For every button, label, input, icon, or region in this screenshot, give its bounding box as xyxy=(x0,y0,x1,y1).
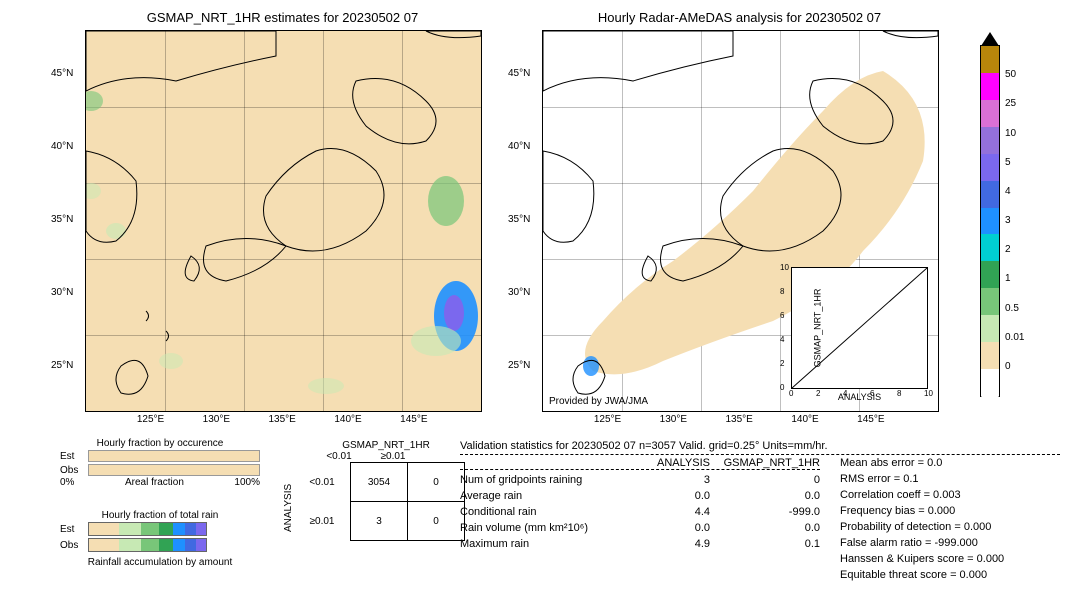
x-tick: 130°E xyxy=(660,414,687,425)
y-tick: 35°N xyxy=(508,214,530,225)
stats-metric: RMS error = 0.1 xyxy=(840,473,1004,485)
colorbar-tick: 0.5 xyxy=(1005,303,1019,314)
colorbar-tick: 25 xyxy=(1005,98,1016,109)
stats-table-row: Average rain0.00.0 xyxy=(460,490,820,502)
y-tick: 40°N xyxy=(508,141,530,152)
stats-metric: Equitable threat score = 0.000 xyxy=(840,569,1004,581)
colorbar: 502510543210.50.010 xyxy=(980,45,1000,397)
scatter-xtick: 4 xyxy=(843,389,847,398)
hfo-row-obs: Obs xyxy=(60,465,88,476)
ct-cell-00: 3054 xyxy=(351,463,408,502)
scatter-ytick: 10 xyxy=(780,263,789,272)
x-tick: 125°E xyxy=(594,414,621,425)
y-tick: 40°N xyxy=(51,141,73,152)
colorbar-tick: 2 xyxy=(1005,244,1011,255)
hfo-tick-1: 100% xyxy=(234,477,260,488)
scatter-ylabel: GSMAP_NRT_1HR xyxy=(812,289,822,368)
hfo-tick-0: 0% xyxy=(60,477,74,488)
hftr-obs: Obs xyxy=(60,540,88,551)
left-map-panel xyxy=(85,30,482,412)
colorbar-tick: 0.01 xyxy=(1005,332,1024,343)
scatter-ytick: 0 xyxy=(780,383,784,392)
y-tick: 30°N xyxy=(508,287,530,298)
stats-metric: False alarm ratio = -999.000 xyxy=(840,537,1004,549)
colorbar-tick: 10 xyxy=(1005,128,1016,139)
stats-table-row: Num of gridpoints raining30 xyxy=(460,474,820,486)
scatter-ytick: 4 xyxy=(780,335,784,344)
scatter-ytick: 6 xyxy=(780,311,784,320)
scatter-ytick: 8 xyxy=(780,287,784,296)
x-tick: 140°E xyxy=(791,414,818,425)
hftr-est: Est xyxy=(60,524,88,535)
rain-acc-title: Rainfall accumulation by amount xyxy=(60,557,260,568)
left-map-title: GSMAP_NRT_1HR estimates for 20230502 07 xyxy=(85,10,480,25)
contingency-table: GSMAP_NRT_1HR ANALYSIS <0.01 ≥0.01 <0.01… xyxy=(283,440,465,541)
y-tick: 45°N xyxy=(508,68,530,79)
x-tick: 135°E xyxy=(726,414,753,425)
x-tick: 125°E xyxy=(137,414,164,425)
colorbar-tick: 3 xyxy=(1005,215,1011,226)
ct-col-1: ≥0.01 xyxy=(366,451,420,462)
hfo-axis-label: Areal fraction xyxy=(125,477,184,488)
x-tick: 130°E xyxy=(203,414,230,425)
stats-table-row: Maximum rain4.90.1 xyxy=(460,538,820,550)
ct-cell-11: 0 xyxy=(408,502,465,541)
scatter-xtick: 6 xyxy=(870,389,874,398)
y-tick: 30°N xyxy=(51,287,73,298)
hfo-row-est: Est xyxy=(60,451,88,462)
ct-col-header: GSMAP_NRT_1HR xyxy=(307,440,465,451)
stats-metric: Frequency bias = 0.000 xyxy=(840,505,1004,517)
ct-col-0: <0.01 xyxy=(312,451,366,462)
scatter-ytick: 2 xyxy=(780,359,784,368)
scatter-xtick: 8 xyxy=(897,389,901,398)
right-map-title: Hourly Radar-AMeDAS analysis for 2023050… xyxy=(542,10,937,25)
y-tick: 25°N xyxy=(508,360,530,371)
ct-cell-10: 3 xyxy=(351,502,408,541)
scatter-inset: ANALYSIS GSMAP_NRT_1HR 00224466881010 xyxy=(791,267,928,389)
stats-metric: Mean abs error = 0.0 xyxy=(840,457,1004,469)
colorbar-tick: 1 xyxy=(1005,273,1011,284)
right-map-panel: Provided by JWA/JMA ANALYSIS GSMAP_NRT_1… xyxy=(542,30,939,412)
ct-cell-01: 0 xyxy=(408,463,465,502)
colorbar-tick: 4 xyxy=(1005,186,1011,197)
stats-title: Validation statistics for 20230502 07 n=… xyxy=(460,440,1060,455)
colorbar-tick: 50 xyxy=(1005,69,1016,80)
y-tick: 35°N xyxy=(51,214,73,225)
hourly-fraction-occurrence: Hourly fraction by occurence Est Obs 0% … xyxy=(60,438,260,488)
stats-metric: Hanssen & Kuipers score = 0.000 xyxy=(840,553,1004,565)
ct-row-0: <0.01 xyxy=(294,463,351,502)
y-tick: 25°N xyxy=(51,360,73,371)
stats-table-row: Rain volume (mm km²10⁶)0.00.0 xyxy=(460,522,820,534)
hfo-title: Hourly fraction by occurence xyxy=(60,438,260,449)
x-tick: 140°E xyxy=(334,414,361,425)
ct-row-header: ANALYSIS xyxy=(283,475,294,541)
scatter-xtick: 2 xyxy=(816,389,820,398)
hourly-fraction-total-rain: Hourly fraction of total rain Est Obs Ra… xyxy=(60,510,260,568)
scatter-xlabel: ANALYSIS xyxy=(792,392,927,402)
hftr-title: Hourly fraction of total rain xyxy=(60,510,260,521)
x-tick: 145°E xyxy=(857,414,884,425)
colorbar-tick: 0 xyxy=(1005,361,1011,372)
stats-metric: Probability of detection = 0.000 xyxy=(840,521,1004,533)
stats-metric: Correlation coeff = 0.003 xyxy=(840,489,1004,501)
stats-table-row: Conditional rain4.4-999.0 xyxy=(460,506,820,518)
y-tick: 45°N xyxy=(51,68,73,79)
x-tick: 135°E xyxy=(269,414,296,425)
scatter-xtick: 10 xyxy=(924,389,933,398)
provided-by-text: Provided by JWA/JMA xyxy=(549,396,648,407)
validation-statistics: Validation statistics for 20230502 07 n=… xyxy=(460,440,1060,581)
scatter-xtick: 0 xyxy=(789,389,793,398)
x-tick: 145°E xyxy=(400,414,427,425)
colorbar-tick: 5 xyxy=(1005,157,1011,168)
left-map-overlay xyxy=(86,31,481,411)
ct-row-1: ≥0.01 xyxy=(294,502,351,541)
